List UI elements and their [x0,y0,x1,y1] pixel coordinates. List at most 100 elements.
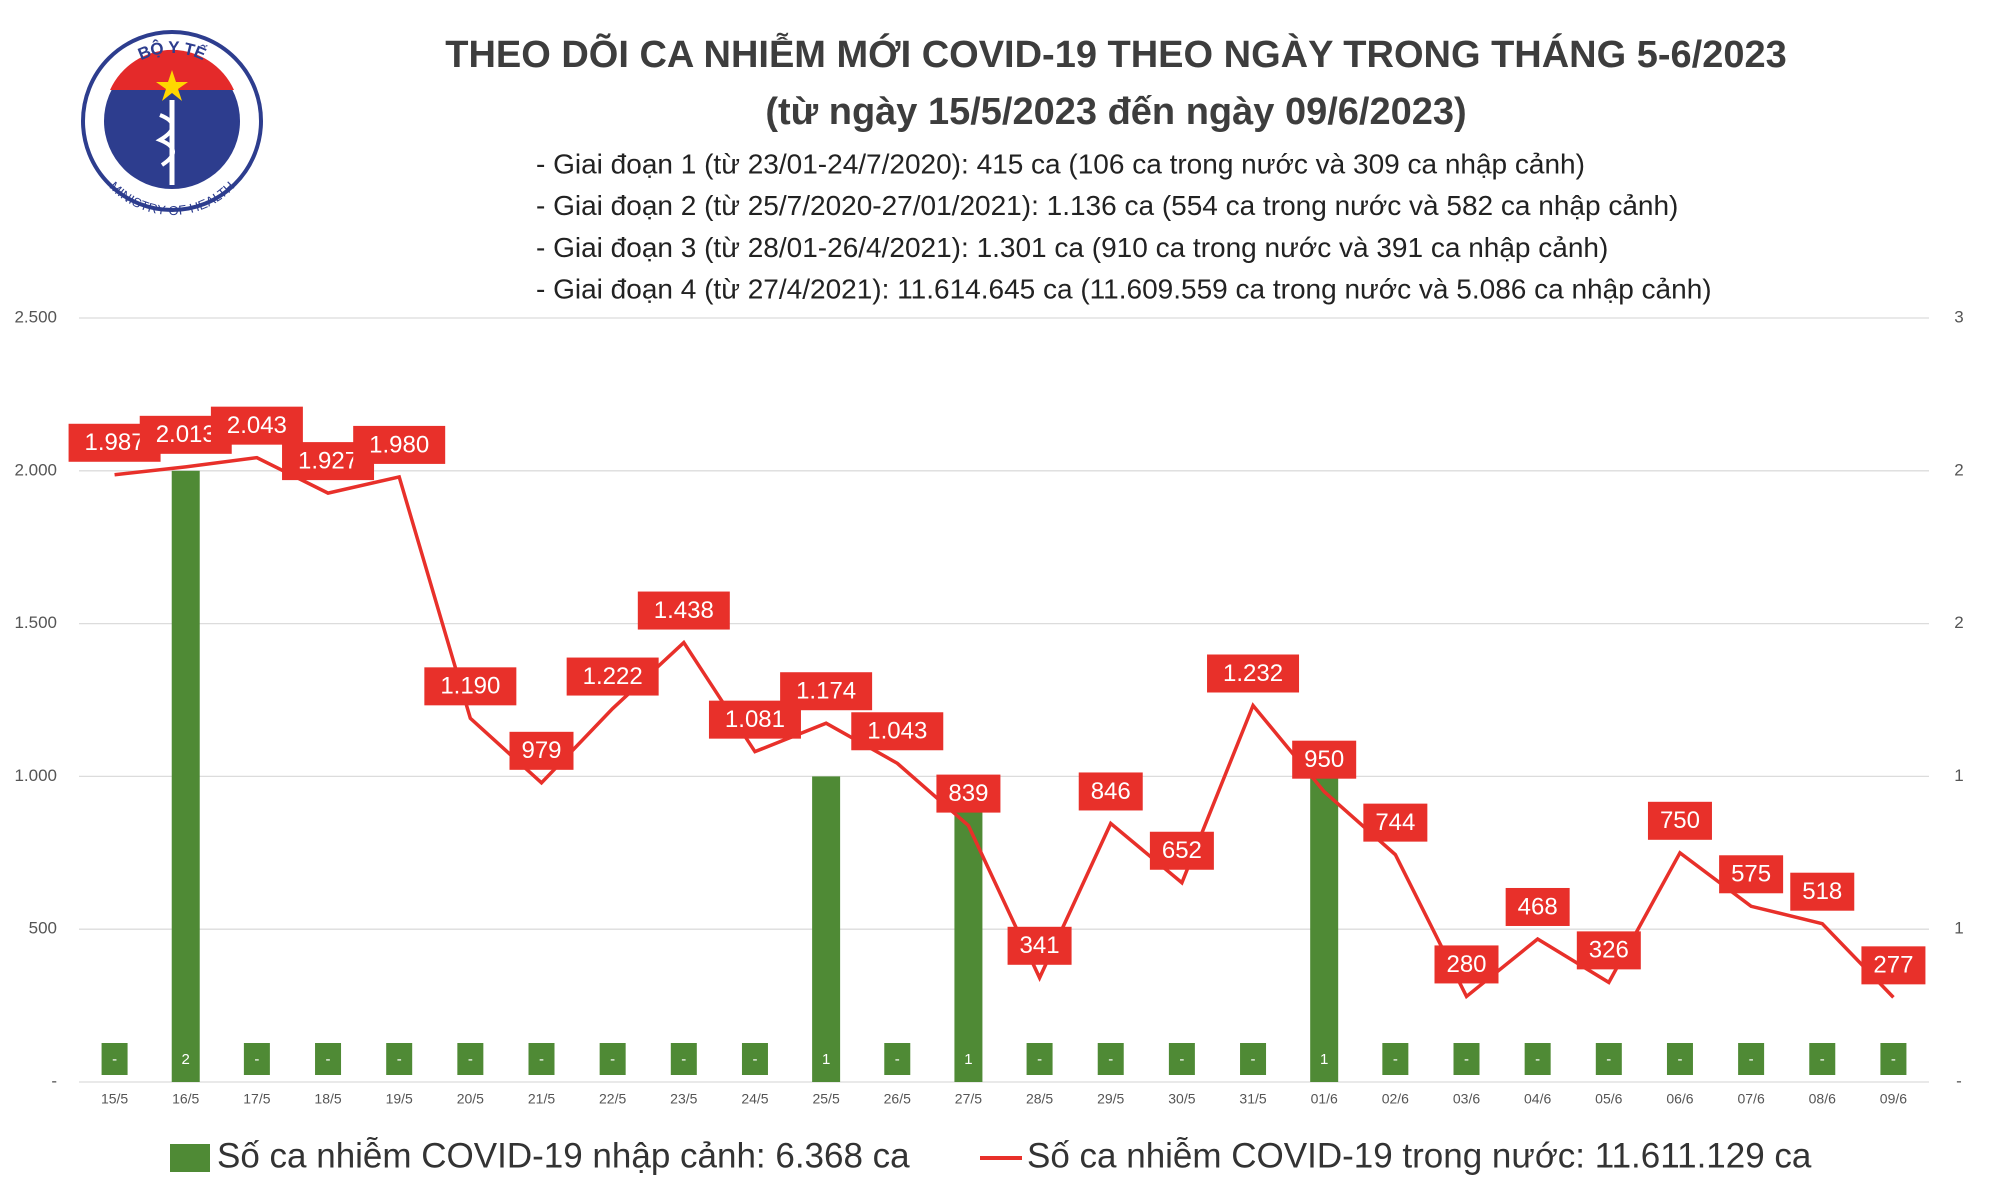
value-label: - [1108,1051,1113,1068]
x-tick-label: 27/5 [955,1091,982,1107]
value-label-box [1292,740,1357,779]
x-tick-label: 18/5 [314,1091,341,1107]
value-label: 277 [1873,952,1913,979]
x-tick-label: 19/5 [386,1091,413,1107]
value-label-box [884,1043,911,1075]
value-label: 979 [521,737,561,764]
value-label-box [424,667,517,706]
value-label: 2.013 [156,421,216,448]
value-label: - [1820,1051,1825,1068]
value-label: - [1251,1051,1256,1068]
bar [171,470,200,1082]
value-label: - [681,1051,686,1068]
y-tick-label: 2.500 [14,307,57,326]
y-tick-label: 2.000 [14,460,57,479]
value-label-box [780,672,873,711]
value-label: 2.043 [227,412,287,439]
x-tick-label: 16/5 [172,1091,199,1107]
value-label-box [1240,1043,1267,1075]
value-label: 1.927 [298,447,358,474]
value-label: 1.232 [1223,660,1283,687]
value-label: 2 [182,1051,190,1068]
logo: BỘ Y TẾ MINISTRY OF HEALTH [81,30,263,219]
value-label: 950 [1304,746,1344,773]
x-tick-label: 02/6 [1382,1091,1409,1107]
value-label-box [936,774,1001,813]
value-label-box [172,1043,199,1075]
y2-tick-label: 1 [1954,919,1963,938]
value-label-box [566,657,659,696]
annotation: - Giai đoạn 3 (từ 28/01-26/4/2021): 1.30… [536,232,1608,263]
x-tick-label: 07/6 [1737,1091,1764,1107]
value-label: - [752,1051,757,1068]
value-label: 575 [1731,861,1771,888]
value-label-box [1738,1043,1765,1075]
value-label-box [315,1043,342,1075]
value-label: 1.081 [725,706,785,733]
x-tick-label: 21/5 [528,1091,555,1107]
value-label-box [670,1043,697,1075]
value-label: - [1535,1051,1540,1068]
value-label-box [1809,1043,1836,1075]
y-tick-label: 500 [29,919,57,938]
y-tick-label: - [51,1071,57,1090]
legend-label: Số ca nhiễm COVID-19 nhập cảnh: 6.368 ca [217,1136,910,1175]
value-label-box [1861,946,1926,985]
value-label-box [101,1043,128,1075]
value-label-box [1078,772,1143,811]
value-label: 744 [1375,809,1415,836]
value-label-box [1382,1043,1409,1075]
value-label-box [353,425,446,464]
value-label: 846 [1091,778,1131,805]
line [114,455,1895,1000]
value-label: - [1464,1051,1469,1068]
value-label-box [1149,831,1214,870]
x-tick-label: 01/6 [1311,1091,1338,1107]
value-label-box [1505,887,1570,926]
value-label: - [326,1051,331,1068]
value-label: - [1749,1051,1754,1068]
x-tick-label: 28/5 [1026,1091,1053,1107]
legend-swatch [170,1144,210,1172]
value-label-box [955,1043,982,1075]
x-tick-label: 23/5 [670,1091,697,1107]
value-label-box [386,1043,413,1075]
bar [954,776,983,1082]
chart-title: THEO DÕI CA NHIỄM MỚI COVID-19 THEO NGÀY… [445,32,1787,76]
value-label: 468 [1518,893,1558,920]
value-label-box [1207,654,1300,693]
value-label: 326 [1589,937,1629,964]
x-tick-label: 20/5 [457,1091,484,1107]
value-label-box [851,712,944,751]
y2-tick-label: - [1956,1071,1962,1090]
value-label: 1.438 [654,597,714,624]
value-label: - [1677,1051,1682,1068]
y2-tick-label: 2 [1954,460,1963,479]
value-label: - [468,1051,473,1068]
x-tick-label: 06/6 [1666,1091,1693,1107]
value-label: 518 [1802,878,1842,905]
value-label: 750 [1660,807,1700,834]
value-label-box [1647,801,1712,840]
value-label: 1 [822,1051,830,1068]
value-label: 839 [948,780,988,807]
annotation: - Giai đoạn 1 (từ 23/01-24/7/2020): 415 … [536,148,1585,179]
value-label: 1 [964,1051,972,1068]
x-tick-label: 24/5 [741,1091,768,1107]
value-label-box [528,1043,555,1075]
value-label: 1.043 [867,718,927,745]
y2-tick-label: 3 [1954,307,1963,326]
value-label: 1 [1320,1051,1328,1068]
x-tick-label: 05/6 [1595,1091,1622,1107]
chart-subtitle: (từ ngày 15/5/2023 đến ngày 09/6/2023) [765,91,1466,133]
x-tick-label: 22/5 [599,1091,626,1107]
value-label: 1.987 [85,429,145,456]
value-label: - [1037,1051,1042,1068]
value-label-box [1097,1043,1124,1075]
value-label-box [1007,926,1072,965]
x-tick-label: 26/5 [884,1091,911,1107]
annotation: - Giai đoạn 4 (từ 27/4/2021): 11.614.645… [536,273,1712,304]
x-tick-label: 04/6 [1524,1091,1551,1107]
value-label: 1.174 [796,678,856,705]
value-label-box [813,1043,840,1075]
